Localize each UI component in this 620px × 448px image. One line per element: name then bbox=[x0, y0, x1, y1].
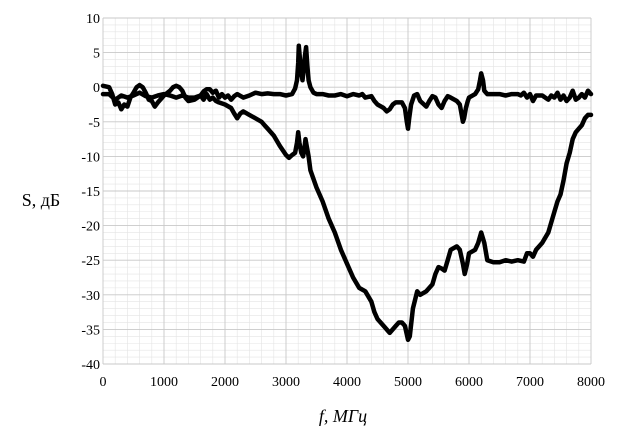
x-tick-labels: 0 1000 2000 3000 4000 5000 6000 7000 8000 bbox=[100, 375, 606, 390]
y-axis-label: S, дБ bbox=[22, 190, 61, 210]
y-tick-label: -15 bbox=[81, 185, 100, 200]
y-tick-label: 10 bbox=[86, 12, 100, 27]
y-tick-labels: 10 5 0 -5 -10 -15 -20 -25 -30 -35 -40 bbox=[81, 12, 100, 373]
x-tick-label: 1000 bbox=[150, 375, 178, 390]
series-lines bbox=[100, 43, 594, 343]
y-tick-label: -10 bbox=[81, 150, 100, 165]
x-axis-label: f, МГц bbox=[319, 406, 367, 426]
y-tick-label: 5 bbox=[93, 47, 100, 62]
x-tick-label: 4000 bbox=[333, 375, 361, 390]
y-tick-label: -35 bbox=[81, 323, 100, 338]
x-tick-label: 0 bbox=[100, 375, 107, 390]
y-tick-label: 0 bbox=[93, 81, 100, 96]
x-tick-label: 7000 bbox=[516, 375, 544, 390]
y-tick-label: -30 bbox=[81, 289, 100, 304]
series-line-2 bbox=[100, 90, 594, 343]
x-tick-label: 6000 bbox=[455, 375, 483, 390]
x-tick-label: 2000 bbox=[211, 375, 239, 390]
y-tick-label: -20 bbox=[81, 220, 100, 235]
y-tick-label: -40 bbox=[81, 358, 100, 373]
x-tick-label: 8000 bbox=[577, 375, 605, 390]
series-line-1 bbox=[100, 43, 594, 131]
x-tick-label: 3000 bbox=[272, 375, 300, 390]
y-tick-label: -5 bbox=[88, 116, 100, 131]
y-tick-label: -25 bbox=[81, 254, 100, 269]
x-tick-label: 5000 bbox=[394, 375, 422, 390]
